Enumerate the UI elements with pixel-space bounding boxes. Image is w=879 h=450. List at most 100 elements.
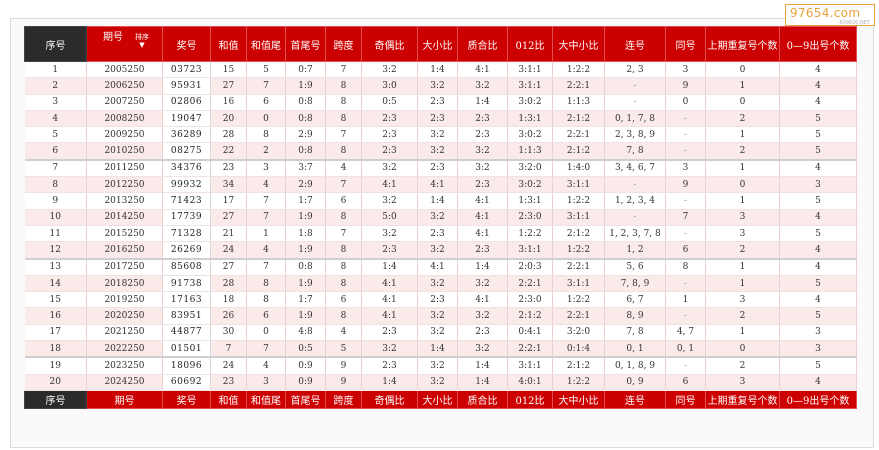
cell-big-mid-small: 2:1:2 xyxy=(552,356,605,375)
cell-odd-even: 5:0 xyxy=(361,209,418,226)
cell-first-last: 0:9 xyxy=(285,356,326,375)
cell-repeat-count: 0 xyxy=(705,94,780,111)
table-row: 1 2005250 03723 15 5 0:7 7 3:2 1:4 4:1 3:1:1 1:2:2 2… xyxy=(24,61,857,79)
footer-col-header-repeat-count: 上期重复号个数 xyxy=(705,389,780,409)
cell-same: 0 xyxy=(665,94,706,111)
table-row: 8 2012250 99932 34 4 2:9 7 4:1 4:1 2:3 3:0:2 3:1:1-… xyxy=(24,176,857,194)
cell-big-small: 1:4 xyxy=(417,61,458,79)
cell-digit-count: 4 xyxy=(779,77,857,95)
cell-digit-count: 4 xyxy=(779,374,857,391)
cell-big-small: 3:2 xyxy=(417,275,458,293)
cell-prime-composite: 2:3 xyxy=(457,126,508,144)
cell-repeat-count: 1 xyxy=(705,77,780,95)
cell-consecutive: - xyxy=(604,176,666,194)
cell-012-ratio: 2:3:0 xyxy=(507,291,553,309)
cell-number: 03723 xyxy=(162,61,211,79)
cell-consecutive: 0, 1 xyxy=(604,340,666,358)
cell-consecutive: 7, 8 xyxy=(604,142,666,161)
cell-index: 8 xyxy=(24,176,87,194)
cell-big-mid-small: 3:1:1 xyxy=(552,275,605,293)
cell-big-small: 3:2 xyxy=(417,126,458,144)
cell-number: 19047 xyxy=(162,110,211,128)
cell-consecutive: 7, 8, 9 xyxy=(604,275,666,293)
cell-prime-composite: 3:2 xyxy=(457,158,508,178)
cell-first-last: 1:9 xyxy=(285,209,326,226)
header-row: 序号 期号 排序 ▼ 奖号 和值 和值尾 首尾号 跨度 奇偶比 大小比 质合比 012比 大中小比 连号 同号… xyxy=(24,26,857,62)
cell-first-last: 4:8 xyxy=(285,324,326,342)
cell-number: 17163 xyxy=(162,291,211,309)
cell-odd-even: 4:1 xyxy=(361,176,418,194)
cell-consecutive: - xyxy=(604,209,666,226)
cell-period: 2017250 xyxy=(86,257,163,276)
sort-down-icon: ▼ xyxy=(139,41,145,49)
cell-sum-tail: 4 xyxy=(246,356,286,375)
cell-big-mid-small: 2:1:2 xyxy=(552,225,605,243)
cell-index: 6 xyxy=(24,142,87,161)
cell-first-last: 0:7 xyxy=(285,61,326,79)
cell-prime-composite: 3:2 xyxy=(457,275,508,293)
cell-consecutive: 1, 2, 3, 7, 8 xyxy=(604,225,666,243)
cell-big-small: 3:2 xyxy=(417,356,458,375)
cell-digit-count: 5 xyxy=(779,307,857,325)
cell-period: 2019250 xyxy=(86,291,163,309)
cell-012-ratio: 1:3:1 xyxy=(507,110,553,128)
cell-number: 99932 xyxy=(162,176,211,194)
cell-period: 2012250 xyxy=(86,176,163,194)
cell-same: 4, 7 xyxy=(665,324,706,342)
cell-odd-even: 2:3 xyxy=(361,241,418,260)
cell-digit-count: 5 xyxy=(779,110,857,128)
cell-odd-even: 3:2 xyxy=(361,192,418,210)
cell-012-ratio: 3:2:0 xyxy=(507,158,553,178)
cell-sum: 28 xyxy=(210,275,247,293)
col-header-012-ratio: 012比 xyxy=(507,26,553,62)
cell-big-mid-small: 2:1:2 xyxy=(552,142,605,161)
cell-sum-tail: 2 xyxy=(246,142,286,161)
cell-repeat-count: 0 xyxy=(705,340,780,358)
table-row: 18 2022250 01501 7 7 0:5 5 3:2 1:4 3:2 2:2:1 0:1:4 0… xyxy=(24,340,857,358)
table-row: 7 2011250 34376 23 3 3:7 4 3:2 2:3 3:2 3:2:0 1:4:0 3… xyxy=(24,158,857,178)
cell-first-last: 0:8 xyxy=(285,142,326,161)
cell-period: 2020250 xyxy=(86,307,163,325)
cell-number: 17739 xyxy=(162,209,211,226)
cell-big-mid-small: 1:4:0 xyxy=(552,158,605,178)
table-row: 3 2007250 02806 16 6 0:8 8 0:5 2:3 1:4 3:0:2 1:1:3-… xyxy=(24,94,857,111)
cell-period: 2024250 xyxy=(86,374,163,391)
cell-repeat-count: 1 xyxy=(705,324,780,342)
footer-header-row: 序号 期号 奖号 和值 和值尾 首尾号 跨度 奇偶比 大小比 质合比 012比 大中小比 连号 同号 上期重… xyxy=(24,389,857,409)
cell-odd-even: 0:5 xyxy=(361,94,418,111)
cell-number: 08275 xyxy=(162,142,211,161)
cell-index: 11 xyxy=(24,225,87,243)
cell-span: 8 xyxy=(325,77,362,95)
sort-button[interactable]: 排序 ▼ xyxy=(135,33,149,49)
footer-col-header-big-mid-small: 大中小比 xyxy=(552,389,605,409)
cell-digit-count: 3 xyxy=(779,340,857,358)
col-header-big-small: 大小比 xyxy=(417,26,458,62)
footer-col-header-odd-even: 奇偶比 xyxy=(361,389,418,409)
cell-same: 0, 1 xyxy=(665,340,706,358)
cell-odd-even: 3:2 xyxy=(361,158,418,178)
cell-same: 1 xyxy=(665,291,706,309)
cell-012-ratio: 2:0:3 xyxy=(507,257,553,276)
cell-same: 8 xyxy=(665,257,706,276)
cell-big-mid-small: 2:2:1 xyxy=(552,77,605,95)
cell-prime-composite: 4:1 xyxy=(457,192,508,210)
footer-col-header-consecutive: 连号 xyxy=(604,389,666,409)
col-header-first-last: 首尾号 xyxy=(285,26,326,62)
cell-repeat-count: 3 xyxy=(705,374,780,391)
cell-big-small: 3:2 xyxy=(417,324,458,342)
cell-span: 7 xyxy=(325,176,362,194)
cell-sum-tail: 0 xyxy=(246,324,286,342)
cell-repeat-count: 0 xyxy=(705,61,780,79)
cell-period: 2008250 xyxy=(86,110,163,128)
cell-period: 2014250 xyxy=(86,209,163,226)
col-header-sum-tail: 和值尾 xyxy=(246,26,286,62)
cell-012-ratio: 1:1:3 xyxy=(507,142,553,161)
cell-prime-composite: 3:2 xyxy=(457,142,508,161)
footer-col-header-sum-tail: 和值尾 xyxy=(246,389,286,409)
cell-same: - xyxy=(665,110,706,128)
cell-first-last: 2:9 xyxy=(285,176,326,194)
cell-sum-tail: 8 xyxy=(246,275,286,293)
table-row: 20 2024250 60692 23 3 0:9 9 1:4 3:2 1:4 4:0:1 1:2:2… xyxy=(24,374,857,391)
cell-big-mid-small: 1:1:3 xyxy=(552,94,605,111)
cell-consecutive: 0, 1, 7, 8 xyxy=(604,110,666,128)
